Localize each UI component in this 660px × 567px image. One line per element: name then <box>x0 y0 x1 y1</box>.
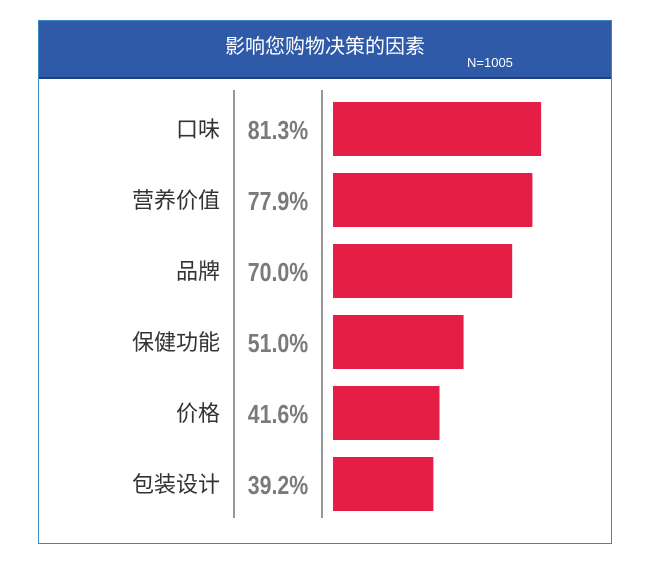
value-label: 41.6% <box>248 400 308 430</box>
category-label: 保健功能 <box>132 331 220 356</box>
category-label: 价格 <box>176 402 220 427</box>
bar-3 <box>333 244 513 298</box>
bar-2 <box>333 173 533 227</box>
chart-sample-size: N=1005 <box>467 55 513 70</box>
bar-5 <box>333 386 440 440</box>
bar-1 <box>333 102 542 156</box>
value-label: 39.2% <box>248 471 308 501</box>
category-label: 包装设计 <box>132 473 220 498</box>
bar-6 <box>333 457 434 511</box>
category-label: 口味 <box>176 118 220 143</box>
category-label: 品牌 <box>176 260 220 285</box>
bar-4 <box>333 315 464 369</box>
value-label: 77.9% <box>248 187 308 217</box>
category-label: 营养价值 <box>132 189 220 214</box>
value-label: 70.0% <box>248 258 308 288</box>
chart-title: 影响您购物决策的因素 <box>225 34 425 58</box>
value-label: 81.3% <box>248 116 308 146</box>
chart-header: 影响您购物决策的因素 N=1005 <box>39 21 611 79</box>
value-label: 51.0% <box>248 329 308 359</box>
